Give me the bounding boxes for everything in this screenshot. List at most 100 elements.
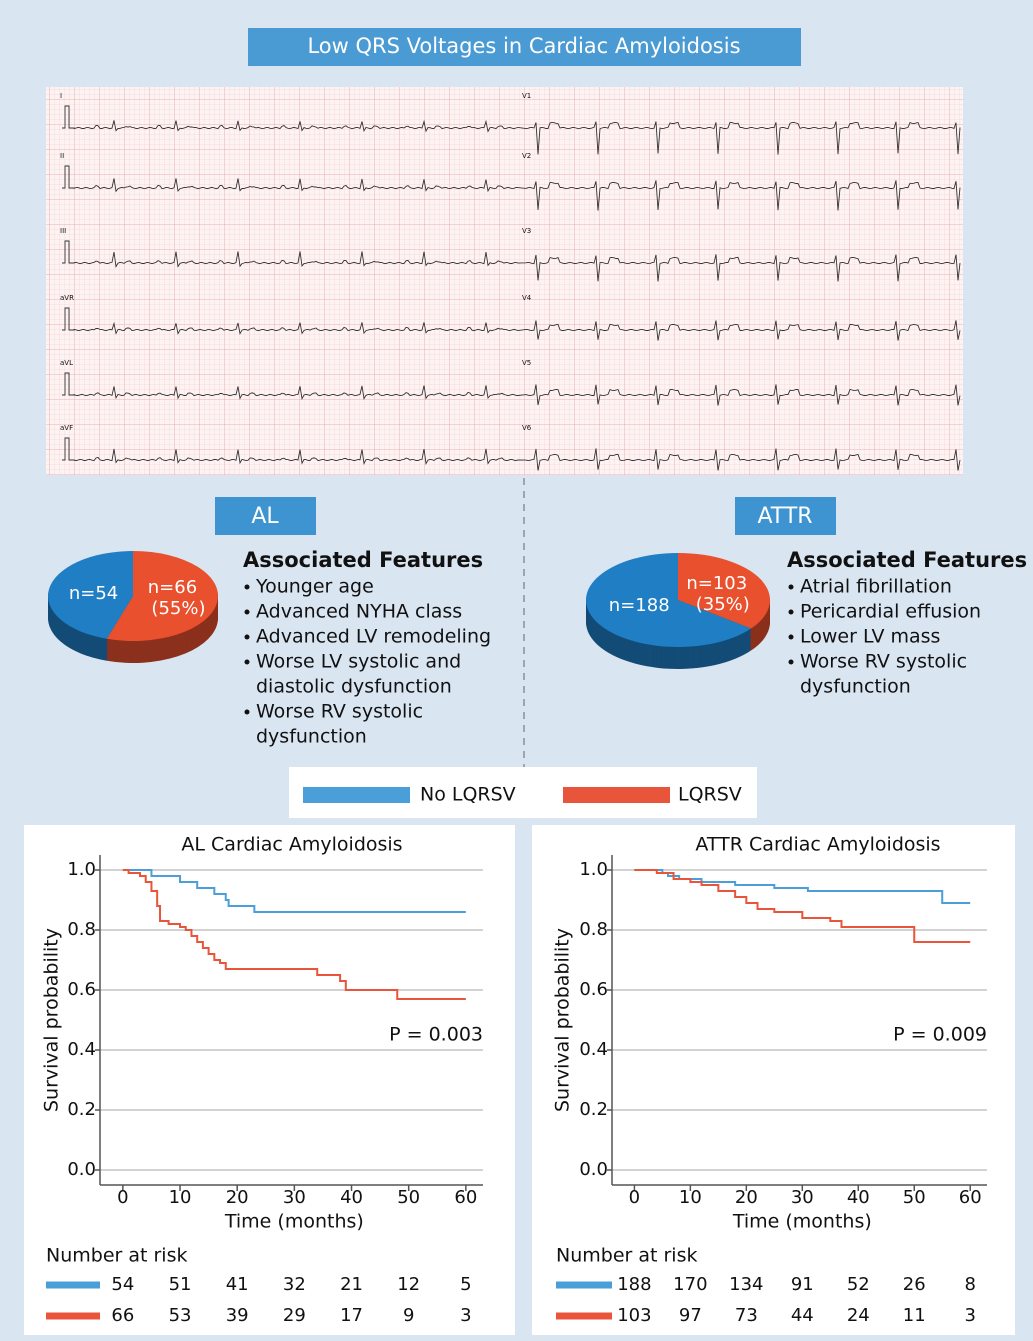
x-tick-label: 40	[847, 1187, 870, 1208]
x-tick-label: 60	[959, 1187, 982, 1208]
y-tick-label: 0.2	[579, 1099, 608, 1120]
features-title: Associated Features	[787, 548, 1027, 572]
pie-label: n=54	[69, 583, 118, 604]
risk-title: Number at risk	[46, 1245, 188, 1267]
legend-label: LQRSV	[678, 784, 742, 806]
y-tick-label: 0.0	[67, 1159, 96, 1180]
feature-text: diastolic dysfunction	[256, 676, 452, 698]
bullet	[244, 609, 250, 615]
lead-label: aVR	[60, 294, 74, 302]
y-tick-label: 0.4	[67, 1039, 96, 1060]
x-tick-label: 0	[117, 1187, 128, 1208]
bullet	[788, 584, 794, 590]
pie-label: n=188	[609, 595, 670, 616]
y-axis-label: Survival probability	[41, 928, 63, 1112]
x-tick-label: 50	[903, 1187, 926, 1208]
risk-count: 44	[791, 1305, 814, 1326]
bullet	[788, 659, 794, 665]
x-tick-label: 30	[283, 1187, 306, 1208]
x-tick-label: 20	[226, 1187, 249, 1208]
ecg-trace	[62, 437, 961, 471]
pie-label-line: (35%)	[696, 594, 750, 615]
survival-curve	[634, 869, 971, 943]
pie-slice	[48, 551, 133, 639]
risk-count: 24	[847, 1305, 870, 1326]
y-tick-label: 0.6	[579, 979, 608, 1000]
lead-label: V5	[522, 359, 531, 367]
lead-label: V2	[522, 152, 531, 160]
risk-count: 41	[226, 1274, 249, 1295]
x-tick-label: 40	[340, 1187, 363, 1208]
risk-count: 29	[283, 1305, 306, 1326]
chart-title: AL Cardiac Amyloidosis	[181, 834, 402, 856]
y-tick-label: 0.8	[579, 919, 608, 940]
feature-text: Atrial fibrillation	[800, 576, 952, 598]
risk-count: 32	[283, 1274, 306, 1295]
pie-label-line: n=103	[686, 573, 747, 594]
risk-count: 21	[340, 1274, 363, 1295]
risk-count: 26	[903, 1274, 926, 1295]
risk-count: 134	[729, 1274, 763, 1295]
risk-count: 91	[791, 1274, 814, 1295]
y-tick-label: 0.0	[579, 1159, 608, 1180]
pie-slice	[678, 553, 770, 629]
ecg-trace	[62, 165, 961, 211]
risk-count: 11	[903, 1305, 926, 1326]
ecg-trace	[62, 372, 961, 406]
features-title: Associated Features	[243, 548, 483, 572]
x-tick-label: 50	[397, 1187, 420, 1208]
feature-text: Advanced LV remodeling	[256, 626, 491, 648]
feature-text: Worse RV systolic	[256, 701, 423, 723]
y-tick-label: 0.4	[579, 1039, 608, 1060]
risk-count: 103	[617, 1305, 651, 1326]
risk-count: 54	[111, 1274, 134, 1295]
feature-text: Worse LV systolic and	[256, 651, 461, 673]
group-label: ATTR	[757, 504, 812, 529]
y-tick-label: 0.8	[67, 919, 96, 940]
risk-count: 53	[169, 1305, 192, 1326]
risk-count: 5	[460, 1274, 471, 1295]
risk-count: 3	[460, 1305, 471, 1326]
x-tick-label: 20	[735, 1187, 758, 1208]
risk-count: 9	[403, 1305, 414, 1326]
bullet	[244, 709, 250, 715]
lead-label: aVF	[60, 424, 73, 432]
risk-count: 188	[617, 1274, 651, 1295]
risk-count: 12	[397, 1274, 420, 1295]
survival-curve	[122, 869, 466, 1000]
risk-count: 97	[679, 1305, 702, 1326]
x-axis-label: Time (months)	[224, 1211, 364, 1233]
bullet	[244, 634, 250, 640]
x-tick-label: 30	[791, 1187, 814, 1208]
y-tick-label: 0.2	[67, 1099, 96, 1120]
ecg-grid	[46, 87, 963, 475]
feature-text: Worse RV systolic	[800, 651, 967, 673]
x-tick-label: 10	[169, 1187, 192, 1208]
lead-label: aVL	[60, 359, 73, 367]
lead-label: V4	[522, 294, 532, 302]
bullet	[244, 659, 250, 665]
risk-count: 8	[964, 1274, 975, 1295]
feature-text: Lower LV mass	[800, 626, 940, 648]
lead-label: II	[60, 152, 64, 160]
bullet	[788, 634, 794, 640]
ecg: I V1 II V2 III V3 aVR V4 aVL V5 aVF V6	[60, 92, 961, 471]
risk-count: 170	[673, 1274, 707, 1295]
group-label-box	[215, 497, 316, 535]
pie-label-line: n=66	[148, 577, 197, 598]
ecg-trace	[62, 240, 961, 282]
x-axis-label: Time (months)	[732, 1211, 872, 1233]
risk-count: 52	[847, 1274, 870, 1295]
lead-label: V3	[522, 227, 531, 235]
pie-slice	[106, 551, 219, 642]
risk-count: 73	[735, 1305, 758, 1326]
pie-label-line: (55%)	[151, 598, 205, 619]
pie-slice	[585, 553, 752, 647]
feature-text: Advanced NYHA class	[256, 601, 462, 623]
y-tick-label: 1.0	[67, 859, 96, 880]
group-label: AL	[251, 504, 279, 529]
lead-label: I	[60, 92, 62, 100]
risk-count: 17	[340, 1305, 363, 1326]
lead-label: III	[60, 227, 66, 235]
